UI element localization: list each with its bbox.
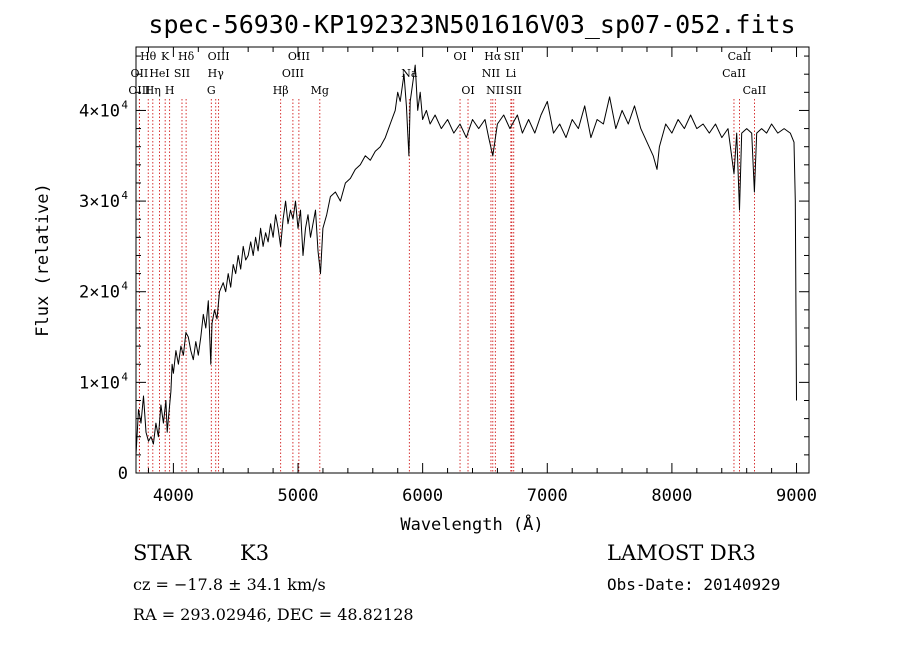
spectral-line-label: Hθ bbox=[140, 50, 157, 63]
y-tick-exponent: 4 bbox=[121, 189, 128, 202]
y-tick-mantissa: 4×10 bbox=[79, 101, 120, 121]
x-axis-ticks: 4000 5000 6000 7000 8000 9000 bbox=[147, 47, 817, 506]
spectral-line-label: Hδ bbox=[178, 50, 195, 63]
x-axis-label: Wavelength (Å) bbox=[400, 513, 543, 535]
y-tick-exponent: 4 bbox=[121, 98, 128, 111]
spectral-line-label: G bbox=[207, 84, 216, 97]
x-tick-label: 9000 bbox=[776, 486, 817, 506]
x-tick-label: 4000 bbox=[153, 486, 194, 506]
coordinates: RA = 293.02946, DEC = 48.82128 bbox=[133, 605, 414, 624]
obs-date: Obs-Date: 20140929 bbox=[607, 575, 780, 594]
chart-title: spec-56930-KP192323N501616V03_sp07-052.f… bbox=[148, 10, 795, 39]
spectral-line-label: NII bbox=[486, 84, 504, 97]
y-tick-label: 1×104 bbox=[79, 370, 128, 393]
spectral-line-label: Hη bbox=[145, 84, 161, 97]
spectral-line-label: OIII bbox=[282, 67, 304, 80]
y-tick-label: 0 bbox=[118, 464, 128, 484]
redshift-text: cz = −17.8 ± 34.1 km/s bbox=[133, 575, 326, 594]
spectral-line-label: SII bbox=[506, 84, 522, 97]
spectral-line-label: K bbox=[161, 50, 170, 63]
y-tick-mantissa: 3×10 bbox=[79, 192, 120, 212]
y-tick-label: 2×104 bbox=[79, 280, 128, 303]
y-tick-exponent: 4 bbox=[121, 280, 128, 293]
plot-frame bbox=[135, 46, 810, 474]
spectral-line-label: OIII bbox=[288, 50, 310, 63]
spectral-line-label: Hβ bbox=[273, 84, 289, 97]
spectral-line-label: CaII bbox=[743, 84, 767, 97]
survey-name: LAMOST DR3 bbox=[607, 541, 756, 565]
spectral-line-label: OII bbox=[131, 67, 149, 80]
spectral-line-label: SII bbox=[504, 50, 520, 63]
spectrum-series bbox=[135, 64, 797, 455]
spectral-line-label: Hγ bbox=[208, 67, 225, 80]
spectral-line-label: HeI bbox=[149, 67, 169, 80]
spectral-line-label: NII bbox=[482, 67, 500, 80]
x-tick-label: 8000 bbox=[651, 486, 692, 506]
x-tick-label: 5000 bbox=[278, 486, 319, 506]
spectral-line-label: OI bbox=[453, 50, 466, 63]
spectral-line-markers: Hθ OII OIII K HeI Hη H SII Hδ OIII Hγ G Hβ OIII OIII Mg… bbox=[128, 50, 766, 473]
spectral-line-label: CaII bbox=[728, 50, 752, 63]
spectral-line-label: H bbox=[165, 84, 175, 97]
spectral-line-label: CaII bbox=[722, 67, 746, 80]
spectral-line-label: Li bbox=[505, 67, 516, 80]
object-class: STAR bbox=[133, 541, 192, 565]
y-tick-mantissa: 2×10 bbox=[79, 283, 120, 303]
spectrum-line bbox=[135, 64, 797, 455]
y-tick-label: 4×104 bbox=[79, 98, 128, 121]
x-tick-label: 7000 bbox=[527, 486, 568, 506]
spectral-line-label: OI bbox=[461, 84, 474, 97]
spectral-line-label: OIII bbox=[208, 50, 230, 63]
y-tick-mantissa: 1×10 bbox=[79, 373, 120, 393]
x-tick-label: 6000 bbox=[402, 486, 443, 506]
spectral-line-label: OIII bbox=[128, 84, 150, 97]
y-tick-exponent: 4 bbox=[121, 370, 128, 383]
spectral-line-label: Mg bbox=[311, 84, 329, 97]
y-axis-label: Flux (relative) bbox=[33, 183, 53, 337]
object-subclass: K3 bbox=[240, 541, 269, 565]
spectral-line-label: Hα bbox=[484, 50, 502, 63]
spectral-line-label: SII bbox=[174, 67, 190, 80]
y-tick-label: 3×104 bbox=[79, 189, 128, 212]
y-tick-mantissa: 0 bbox=[118, 464, 128, 484]
